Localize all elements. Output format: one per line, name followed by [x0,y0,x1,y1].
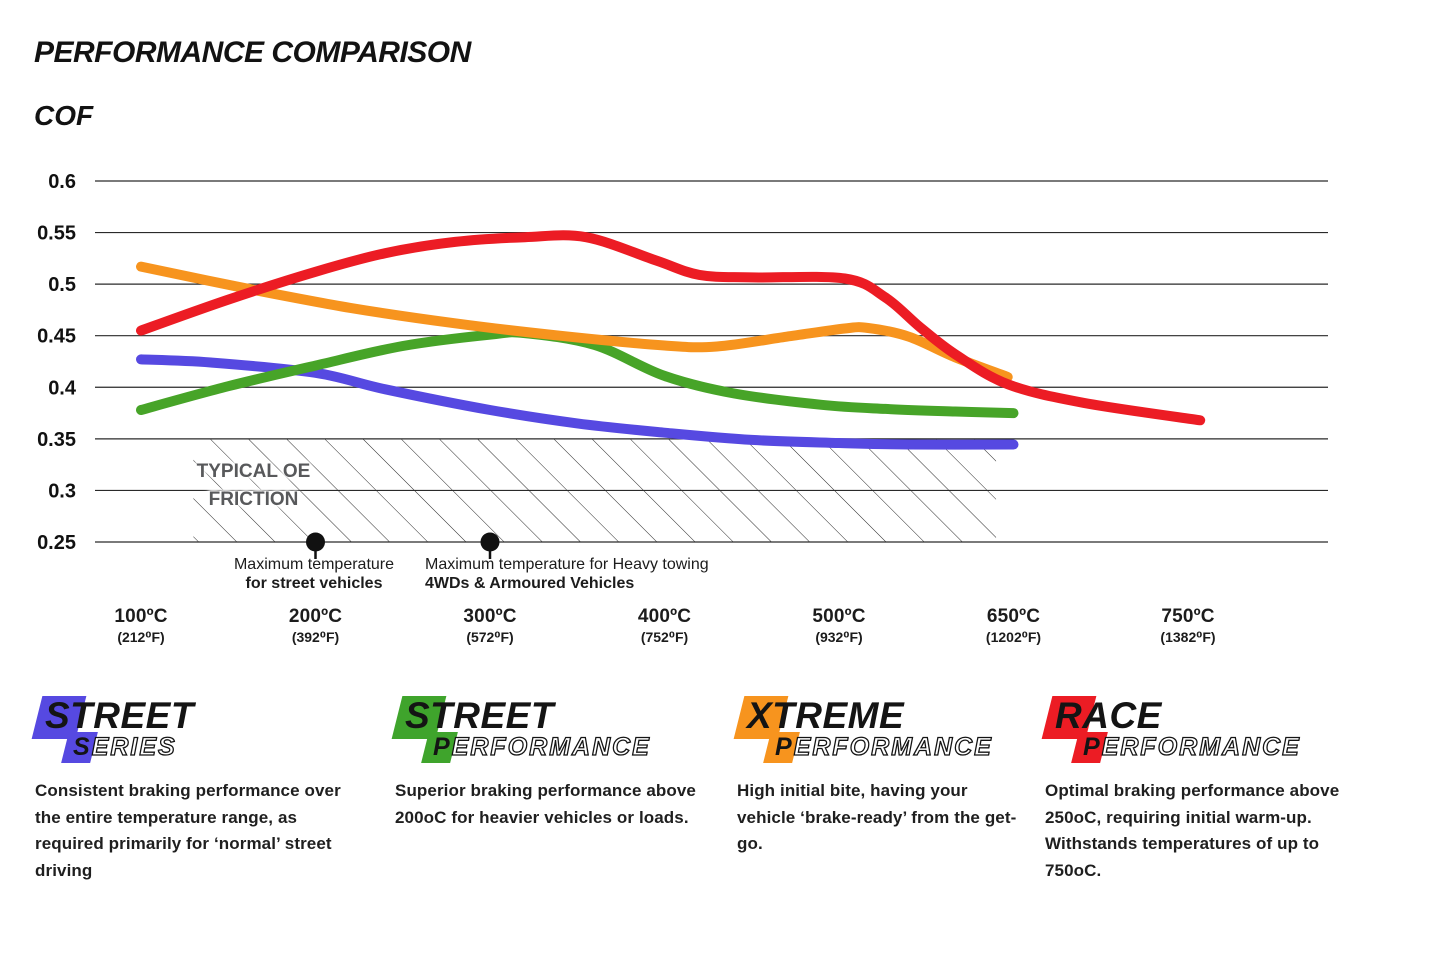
oe-label-line1: TYPICAL OE [196,461,311,482]
marker2-line2: 4WDs & Armoured Vehicles [425,574,635,592]
marker-dot [306,532,325,552]
x-tick-fahrenheit: (212⁰F) [117,629,165,645]
oe-label-line2: FRICTION [208,488,299,510]
x-tick-celsius: 100ºC [114,606,168,627]
x-tick-celsius: 500ºC [812,606,866,627]
x-tick-fahrenheit: (932⁰F) [815,629,863,645]
x-tick-celsius: 300ºC [463,606,517,627]
y-axis-title: COF [34,100,94,131]
street-series-word2: SERIES [73,733,177,762]
street-series-description: Consistent braking performance over the … [35,781,341,880]
x-tick-fahrenheit: (752⁰F) [640,629,689,645]
x-tick-celsius: 750ºC [1161,606,1215,627]
race-performance-word2: PERFORMANCE [1083,733,1301,762]
y-axis-tick-label: 0.5 [48,274,76,296]
x-axis-tick-label: 650ºC (1202⁰F) [929,606,1099,646]
xtreme-performance-description: High initial bite, having your vehicle ‘… [737,781,1017,854]
street-performance-description: Superior braking performance above 200oC… [395,781,696,827]
street-performance-word1: STREET [405,695,554,736]
xtreme-performance-word2: PERFORMANCE [775,733,993,762]
curve-street-performance [136,327,1019,419]
x-axis-tick-label: 200ºC (392⁰F) [231,606,401,646]
legend-street-performance: STREET PERFORMANCE Superior braking perf… [391,694,715,831]
marker2-line1: Maximum temperature for Heavy towing [425,556,709,573]
x-axis-tick-label: 750ºC (1382⁰F) [1103,606,1273,646]
curve-xtreme-performance [136,261,1013,382]
y-axis-tick-label: 0.6 [48,171,76,193]
x-axis-tick-label: 500ºC (932⁰F) [754,606,924,646]
race-performance-logo: RACE PERFORMANCE [1041,694,1375,774]
x-tick-celsius: 650ºC [986,606,1041,627]
marker1-line1: Maximum temperature [233,556,395,573]
street-series-word1: STREET [45,695,194,736]
y-axis-tick-label: 0.35 [37,429,76,451]
marker-dot [480,532,500,552]
xtreme-performance-word1: XTREME [747,695,905,736]
marker1-line2: for street vehicles [245,574,383,592]
curve-race-performance [136,230,1206,426]
x-tick-fahrenheit: (1202⁰F) [985,629,1042,645]
x-axis-tick-label: 300ºC (572⁰F) [405,606,575,646]
typical-oe-friction-label: TYPICAL OE FRICTION [186,458,321,513]
street-performance-logo: STREET PERFORMANCE [391,694,715,774]
x-tick-fahrenheit: (572⁰F) [466,629,514,645]
x-axis-tick-label: 100ºC (212⁰F) [56,606,226,646]
max-temp-street-vehicles-label: Maximum temperature for street vehicles [166,556,462,594]
race-performance-description: Optimal braking performance above 250oC,… [1045,781,1340,880]
x-tick-celsius: 400ºC [637,606,692,627]
legend-street-series: STREET SERIES Consistent braking perform… [31,694,365,884]
y-axis-tick-label: 0.45 [37,326,76,348]
y-axis-tick-label: 0.4 [48,377,77,399]
y-axis-tick-label: 0.25 [37,532,76,554]
street-series-logo: STREET SERIES [31,694,365,774]
x-axis-tick-label: 400ºC (752⁰F) [580,606,750,646]
x-tick-celsius: 200ºC [288,606,343,627]
typical-oe-friction-zone [193,438,997,542]
y-axis-tick-label: 0.3 [48,480,76,502]
x-tick-fahrenheit: (392⁰F) [291,629,340,645]
page-title: PERFORMANCE COMPARISON [34,36,471,69]
max-temp-heavy-towing-label: Maximum temperature for Heavy towing 4WD… [425,556,755,594]
xtreme-performance-logo: XTREME PERFORMANCE [733,694,1017,774]
y-axis-tick-label: 0.55 [37,223,76,245]
x-tick-fahrenheit: (1382⁰F) [1160,629,1216,645]
legend-race-performance: RACE PERFORMANCE Optimal braking perform… [1041,694,1375,884]
race-performance-word1: RACE [1055,695,1162,736]
street-performance-word2: PERFORMANCE [433,733,651,762]
legend-xtreme-performance: XTREME PERFORMANCE High initial bite, ha… [733,694,1017,858]
